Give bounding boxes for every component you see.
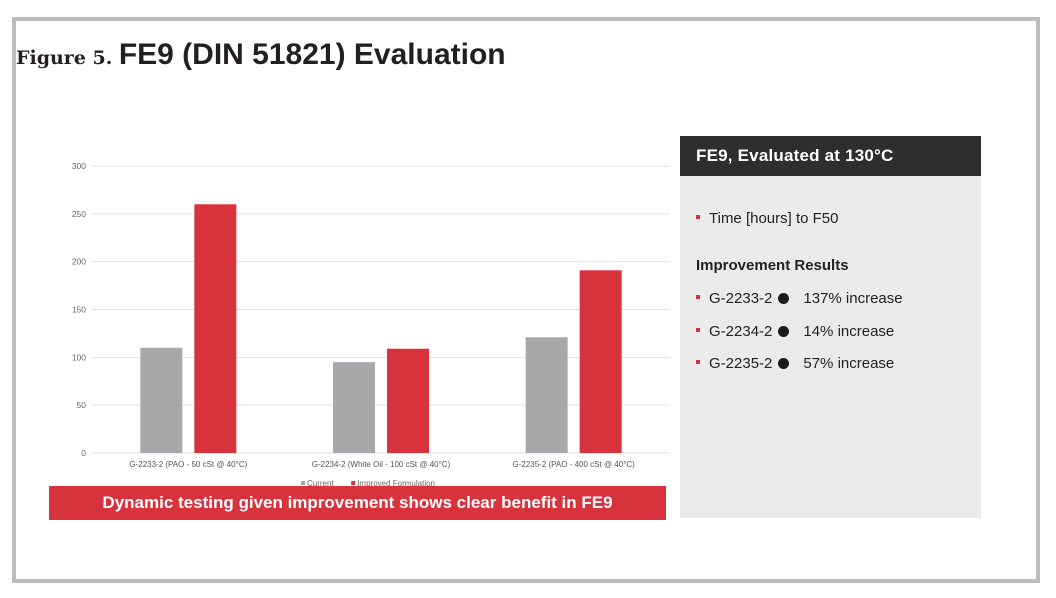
bar-current <box>333 362 375 453</box>
y-tick-label: 0 <box>81 448 86 458</box>
bar-improved-formulation <box>579 270 622 453</box>
bar-current <box>525 337 568 453</box>
y-tick-label: 50 <box>77 400 87 410</box>
y-tick-label: 100 <box>72 352 86 362</box>
legend-swatch <box>351 481 356 485</box>
figure-heading: FE9 (DIN 51821) Evaluation <box>118 38 506 71</box>
x-tick-label: G-2233-2 (PAO - 50 cSt @ 40°C) <box>129 460 247 469</box>
y-tick-label: 150 <box>72 305 86 315</box>
figure-title: Figure 5. FE9 (DIN 51821) Evaluation <box>16 38 506 72</box>
bullet-icon <box>696 328 700 333</box>
dot-icon <box>778 292 790 304</box>
result-item: G-2234-2 14% increase <box>696 323 894 340</box>
side-panel: FE9, Evaluated at 130°C Time [hours] to … <box>680 136 981 518</box>
result-name: G-2233-2 <box>709 290 773 307</box>
bar-improved-formulation <box>194 204 237 453</box>
results-title: Improvement Results <box>696 257 849 274</box>
bullet-icon <box>696 360 700 365</box>
dot-icon <box>778 325 790 337</box>
y-tick-label: 200 <box>72 257 86 267</box>
conclusion-banner: Dynamic testing given improvement shows … <box>49 486 666 520</box>
metric-bullet: Time [hours] to F50 <box>696 210 839 227</box>
result-value: 14% increase <box>803 323 895 340</box>
result-item: G-2235-2 57% increase <box>696 355 894 372</box>
figure-label: Figure 5. <box>16 47 113 69</box>
bullet-icon <box>696 295 700 300</box>
bullet-icon <box>696 215 700 220</box>
dot-icon <box>778 357 790 369</box>
y-tick-label: 250 <box>72 209 86 219</box>
y-tick-label: 300 <box>72 161 86 171</box>
x-tick-label: G-2235-2 (PAO - 400 cSt @ 40°C) <box>513 460 636 469</box>
metric-bullet-text: Time [hours] to F50 <box>709 210 839 227</box>
result-name: G-2234-2 <box>709 323 773 340</box>
legend-label: Current <box>307 479 334 488</box>
bar-chart: 0 50 100 150 200 250 300 G-2233-2 (PAO - 50 cSt… <box>72 161 670 488</box>
side-panel-header: FE9, Evaluated at 130°C <box>680 136 981 176</box>
legend-label: Improved Formulation <box>357 479 435 488</box>
result-value: 137% increase <box>803 290 903 307</box>
legend-swatch <box>301 481 305 485</box>
x-tick-label: G-2234-2 (White Oil - 100 cSt @ 40°C) <box>312 460 451 469</box>
result-item: G-2233-2 137% increase <box>696 290 903 307</box>
bar-current <box>140 347 183 453</box>
result-value: 57% increase <box>803 355 895 372</box>
bar-improved-formulation <box>387 348 429 453</box>
result-name: G-2235-2 <box>709 355 773 372</box>
